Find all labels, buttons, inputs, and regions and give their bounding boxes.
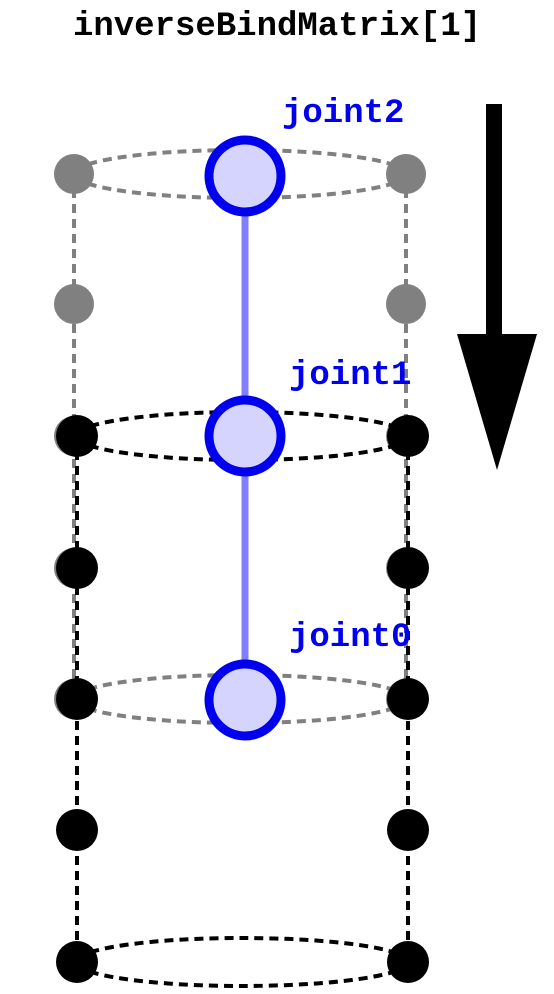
transformed-vertex <box>387 678 429 720</box>
arrow-head <box>457 334 537 470</box>
transformed-vertex <box>387 941 429 983</box>
transformed-mesh <box>56 410 429 988</box>
arrow-down-icon <box>457 104 537 470</box>
transformed-vertex <box>56 941 98 983</box>
transformed-vertex <box>56 547 98 589</box>
rest-vertex <box>386 154 426 194</box>
transformed-ring-bottom <box>74 936 410 988</box>
joint-marker <box>204 135 286 217</box>
transformed-vertex <box>387 547 429 589</box>
joint-2: joint2 <box>204 95 404 217</box>
transformed-vertex <box>56 809 98 851</box>
transformed-vertex <box>387 809 429 851</box>
joint-label: joint0 <box>289 619 411 657</box>
joint-marker <box>204 659 286 741</box>
joint-label: joint1 <box>289 357 411 395</box>
joint-marker <box>204 395 286 477</box>
transformed-vertex <box>387 415 429 457</box>
joint-0: joint0 <box>204 619 411 741</box>
transformed-vertex <box>56 415 98 457</box>
rest-vertex <box>54 154 94 194</box>
diagram-title: inverseBindMatrix[1] <box>72 8 482 46</box>
rest-vertex <box>386 284 426 324</box>
joint-1: joint1 <box>204 357 411 477</box>
rest-vertex <box>54 284 94 324</box>
transformed-vertex <box>56 678 98 720</box>
joint-label: joint2 <box>282 95 404 133</box>
